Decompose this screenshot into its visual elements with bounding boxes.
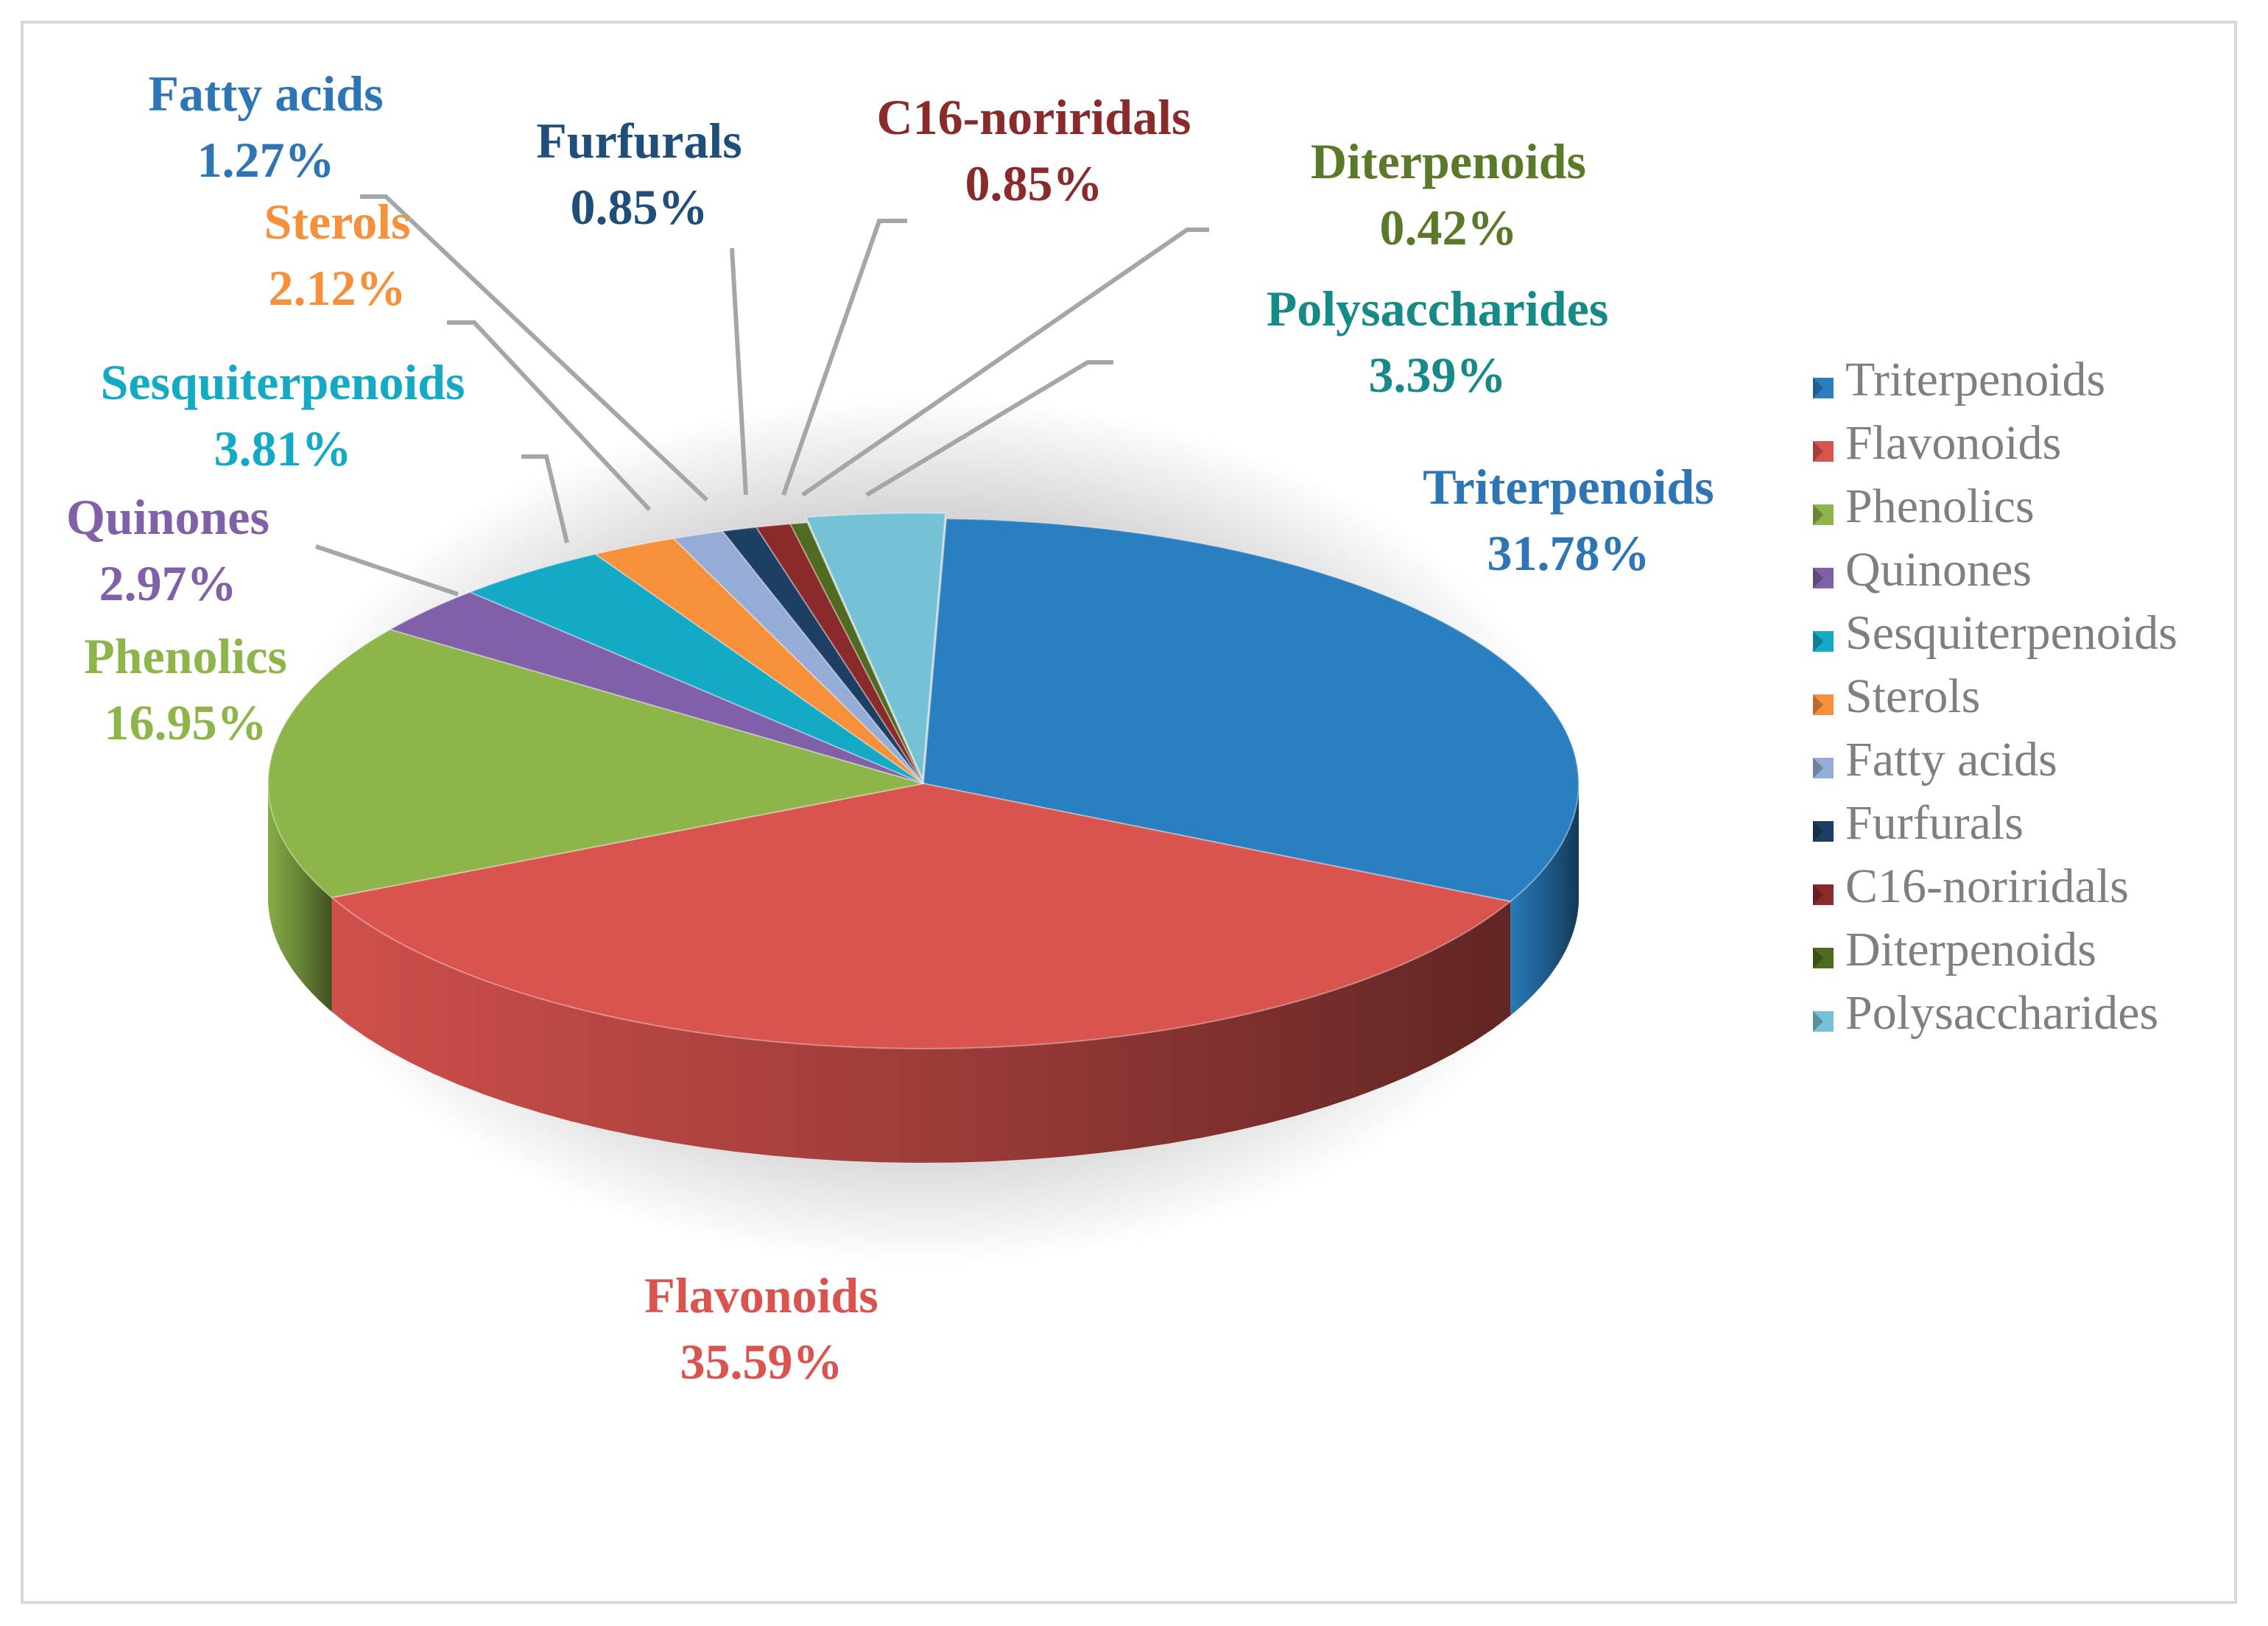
legend-label-sterols: Sterols: [1845, 669, 1980, 723]
legend-item-flavonoids: Flavonoids: [1813, 416, 2061, 470]
leader-line-c16-noriridals: [781, 219, 907, 496]
data-label-value-sesquiterpenoids: 3.81%: [214, 420, 352, 476]
legend-swatch-shade: [1813, 1011, 1823, 1032]
legend-swatch-quinones: [1813, 568, 1834, 588]
legend-label-fatty-acids: Fatty acids: [1845, 733, 2057, 786]
legend-item-diterpenoids: Diterpenoids: [1813, 923, 2096, 976]
data-label-value-c16-noriridals: 0.85%: [965, 155, 1103, 211]
data-label-name-triterpenoids: Triterpenoids: [1423, 459, 1714, 515]
leader-line-furfurals: [730, 247, 748, 496]
data-label-name-sterols: Sterols: [264, 194, 411, 250]
data-label-name-fatty-acids: Fatty acids: [148, 66, 383, 122]
legend-label-sesquiterpenoids: Sesquiterpenoids: [1845, 606, 2177, 660]
legend-label-c16-noriridals: C16-noriridals: [1845, 859, 2129, 913]
slice-triterpenoids: [922, 518, 1580, 903]
legend-label-flavonoids: Flavonoids: [1845, 416, 2061, 470]
data-label-name-quinones: Quinones: [66, 489, 270, 545]
legend-swatch-sterols: [1813, 694, 1834, 715]
data-label-value-flavonoids: 35.59%: [680, 1334, 843, 1390]
legend-swatch-shade: [1813, 378, 1823, 398]
legend-swatch-shade: [1813, 568, 1823, 588]
slice-side-shade: [268, 784, 332, 1012]
legend-item-sterols: Sterols: [1813, 669, 1980, 723]
legend-item-fatty-acids: Fatty acids: [1813, 733, 2057, 786]
legend-label-diterpenoids: Diterpenoids: [1845, 923, 2096, 976]
legend-label-quinones: Quinones: [1845, 543, 2032, 596]
legend-swatch-shade: [1813, 758, 1823, 778]
legend-swatch-phenolics: [1813, 504, 1834, 525]
legend-label-polysaccharides: Polysaccharides: [1845, 986, 2158, 1040]
leader-line-sesquiterpenoids: [521, 454, 569, 543]
legend-swatch-furfurals: [1813, 821, 1834, 842]
leader-line-diterpenoids: [801, 228, 1209, 497]
legend-swatch-shade: [1813, 884, 1823, 905]
data-label-value-polysaccharides: 3.39%: [1369, 347, 1507, 403]
legend-swatch-polysaccharides: [1813, 1011, 1834, 1032]
legend-swatch-shade: [1813, 694, 1823, 715]
slice-sesquiterpenoids: [468, 553, 924, 784]
slice-flavonoids: [330, 782, 1512, 1049]
legend-swatch-sesquiterpenoids: [1813, 631, 1834, 652]
legend-label-furfurals: Furfurals: [1845, 796, 2024, 850]
legend-label-triterpenoids: Triterpenoids: [1845, 353, 2105, 406]
legend-swatch-fatty-acids: [1813, 758, 1834, 778]
legend-label-phenolics: Phenolics: [1845, 479, 2035, 533]
legend-item-triterpenoids: Triterpenoids: [1813, 353, 2105, 406]
slice-sterols: [594, 538, 924, 784]
slice-quinones: [388, 591, 924, 784]
legend-swatch-shade: [1813, 504, 1823, 525]
legend-item-phenolics: Phenolics: [1813, 479, 2035, 533]
pie-slices: [267, 512, 1580, 1049]
data-label-name-diterpenoids: Diterpenoids: [1311, 133, 1586, 189]
pie-sides: [268, 784, 1579, 1163]
leader-line-sterols: [447, 320, 652, 512]
data-label-value-diterpenoids: 0.42%: [1380, 200, 1518, 256]
slice-furfurals: [721, 526, 924, 784]
data-labels: Triterpenoids 31.78% Flavonoids 35.59% Pheno…: [66, 66, 1714, 1390]
data-label-name-phenolics: Phenolics: [84, 628, 287, 684]
legend-swatch-shade: [1813, 441, 1823, 462]
leader-line-quinones: [315, 544, 459, 596]
legend-swatch-shade: [1813, 631, 1823, 652]
legend-swatch-flavonoids: [1813, 441, 1834, 462]
data-label-value-phenolics: 16.95%: [105, 694, 267, 750]
data-label-name-c16-noriridals: C16-noriridals: [877, 89, 1191, 145]
chart-frame: Triterpenoids 31.78% Flavonoids 35.59% Pheno…: [21, 21, 2237, 1604]
slice-phenolics: [267, 628, 924, 898]
legend-swatch-diterpenoids: [1813, 948, 1834, 968]
slice-diterpenoids: [789, 521, 924, 784]
data-label-value-furfurals: 0.85%: [571, 179, 708, 235]
leader-line-fatty-acids: [360, 194, 709, 502]
data-label-name-flavonoids: Flavonoids: [644, 1267, 878, 1323]
leader-line-polysaccharides: [865, 360, 1113, 497]
legend-swatch-triterpenoids: [1813, 378, 1834, 398]
legend-item-polysaccharides: Polysaccharides: [1813, 986, 2158, 1040]
legend: Triterpenoids Flavonoids Phenolics Quinones…: [1813, 353, 2177, 1040]
legend-swatch-shade: [1813, 821, 1823, 842]
legend-swatch-c16-noriridals: [1813, 884, 1834, 905]
data-label-value-quinones: 2.97%: [99, 555, 237, 611]
data-label-name-furfurals: Furfurals: [536, 113, 742, 169]
slice-side-shade: [1510, 784, 1579, 1016]
legend-swatch-shade: [1813, 948, 1823, 968]
data-label-name-polysaccharides: Polysaccharides: [1267, 281, 1609, 337]
data-label-value-triterpenoids: 31.78%: [1487, 525, 1650, 581]
slice-polysaccharides: [805, 512, 946, 779]
pie-chart: Triterpenoids 31.78% Flavonoids 35.59% Pheno…: [66, 66, 2177, 1390]
legend-item-sesquiterpenoids: Sesquiterpenoids: [1813, 606, 2177, 660]
legend-item-quinones: Quinones: [1813, 543, 2032, 596]
slice-fatty-acids: [672, 530, 924, 784]
data-label-value-fatty-acids: 1.27%: [197, 132, 335, 188]
slice-c16-noriridals: [755, 523, 924, 784]
slice-side-shade: [331, 897, 1511, 1163]
data-label-value-sterols: 2.12%: [269, 260, 406, 316]
legend-item-c16-noriridals: C16-noriridals: [1813, 859, 2129, 913]
leader-lines: [315, 194, 1209, 596]
data-label-name-sesquiterpenoids: Sesquiterpenoids: [101, 354, 465, 410]
legend-item-furfurals: Furfurals: [1813, 796, 2024, 850]
